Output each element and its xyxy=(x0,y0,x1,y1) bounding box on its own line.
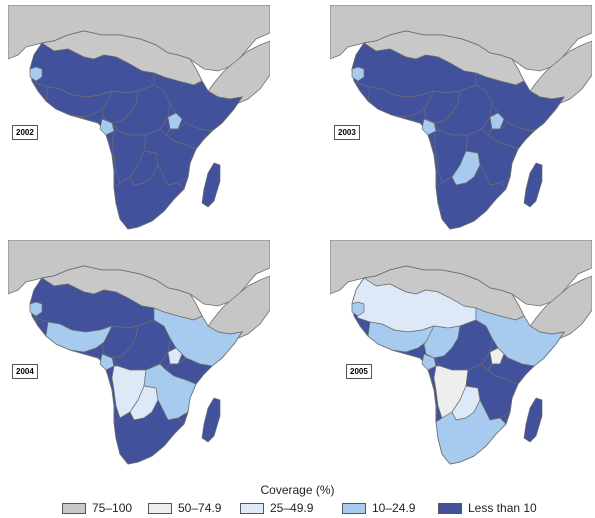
region-sa xyxy=(435,164,507,230)
region-se xyxy=(465,128,519,186)
region-ug xyxy=(167,112,183,130)
year-label-2002: 2002 xyxy=(12,125,38,140)
africa-map-2002 xyxy=(8,5,270,233)
year-label-2005: 2005 xyxy=(346,364,372,379)
region-mdg xyxy=(523,397,543,443)
region-sen xyxy=(29,66,43,82)
region-sen xyxy=(351,301,365,317)
region-ug xyxy=(167,347,183,365)
legend-label: Less than 10 xyxy=(468,501,537,515)
region-sen xyxy=(29,301,43,317)
region-ug xyxy=(489,112,505,130)
legend-item-10-24: 10–24.9 xyxy=(342,501,415,515)
legend-item-75-100: 75–100 xyxy=(62,501,132,515)
region-sa xyxy=(113,399,185,465)
legend-swatch xyxy=(240,502,264,514)
year-label-2003: 2003 xyxy=(334,125,360,140)
region-gab xyxy=(99,118,115,136)
legend-label: 10–24.9 xyxy=(372,501,416,515)
map-legend: Coverage (%) 75–100 50–74.9 25–49.9 10–2… xyxy=(0,482,595,518)
region-ug xyxy=(489,347,505,365)
region-mdg xyxy=(523,162,543,208)
map-panel-2003: 2003 xyxy=(330,5,592,233)
region-se xyxy=(465,363,519,421)
legend-item-25-49: 25–49.9 xyxy=(240,501,313,515)
legend-swatch xyxy=(438,502,462,514)
legend-item-50-74: 50–74.9 xyxy=(148,501,221,515)
region-gab xyxy=(421,118,437,136)
legend-swatch xyxy=(148,502,172,514)
region-sa xyxy=(113,164,185,230)
africa-map-2003 xyxy=(330,5,592,233)
region-mdg xyxy=(201,162,221,208)
legend-item-less-than-10: Less than 10 xyxy=(438,501,537,515)
legend-label: 25–49.9 xyxy=(270,501,314,515)
region-sen xyxy=(351,66,365,82)
region-sa xyxy=(435,399,507,465)
region-se xyxy=(143,363,197,421)
legend-swatch xyxy=(62,502,86,514)
region-gab xyxy=(421,353,437,371)
region-se xyxy=(143,128,197,186)
legend-label: 50–74.9 xyxy=(178,501,222,515)
legend-label: 75–100 xyxy=(92,501,133,515)
africa-map-2005 xyxy=(330,240,592,468)
map-panel-2004: 2004 xyxy=(8,240,270,468)
legend-title: Coverage (%) xyxy=(260,483,335,497)
map-panel-2002: 2002 xyxy=(8,5,270,233)
year-label-2004: 2004 xyxy=(12,364,38,379)
legend-swatch xyxy=(342,502,366,514)
africa-map-2004 xyxy=(8,240,270,468)
region-gab xyxy=(99,353,115,371)
map-panel-2005: 2005 xyxy=(330,240,592,468)
region-mdg xyxy=(201,397,221,443)
